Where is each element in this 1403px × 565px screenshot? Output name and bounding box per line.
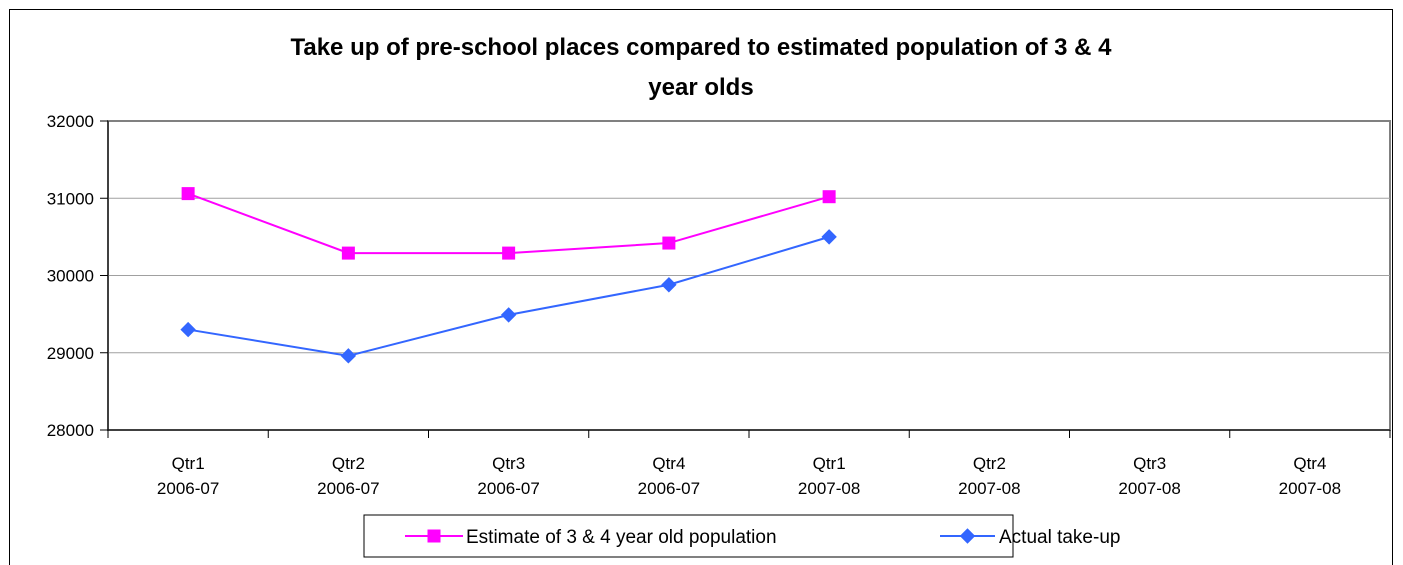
x-axis: Qtr1 2006-07 Qtr2 2006-07 Qtr3 2006-07 Qtr4 200…: [107, 430, 1391, 498]
legend-label: Estimate of 3 & 4 year old population: [466, 527, 777, 548]
chart-title-line-2: year olds: [648, 74, 753, 101]
x-tick-label-quarter: Qtr1: [172, 454, 205, 473]
x-tick-label-quarter: Qtr3: [492, 454, 525, 473]
data-point-square: [662, 236, 676, 250]
x-tick-label-quarter: Qtr2: [332, 454, 365, 473]
series-square: [181, 187, 836, 260]
x-tick-label-year: 2006-07: [317, 479, 379, 498]
x-tick-label-year: 2007-08: [958, 479, 1020, 498]
x-tick-label-year: 2007-08: [798, 479, 860, 498]
legend-label: Actual take-up: [999, 527, 1120, 548]
x-tick-label-quarter: Qtr3: [1133, 454, 1166, 473]
data-point-square: [181, 187, 195, 201]
data-point-square: [341, 246, 355, 260]
data-point-diamond: [340, 348, 357, 364]
x-tick-label-year: 2007-08: [1118, 479, 1180, 498]
y-tick-label: 29000: [47, 344, 94, 363]
data-point-diamond: [821, 229, 837, 245]
legend-entry: Actual take-up: [940, 527, 1120, 548]
y-tick-label: 28000: [47, 421, 94, 440]
y-axis: 28000 29000 30000 31000 32000: [47, 112, 108, 440]
y-tick-label: 30000: [47, 267, 94, 286]
legend: Estimate of 3 & 4 year old population Act…: [363, 514, 1120, 558]
x-tick-label-quarter: Qtr4: [652, 454, 685, 473]
x-tick-label-year: 2006-07: [477, 479, 539, 498]
series-diamond: [180, 229, 837, 364]
data-point-diamond: [959, 528, 976, 544]
x-tick-label-year: 2006-07: [157, 479, 219, 498]
x-tick-label-quarter: Qtr2: [973, 454, 1006, 473]
series-layer: [180, 187, 837, 364]
data-point-diamond: [180, 321, 196, 338]
data-point-diamond: [500, 307, 517, 323]
gridlines: [108, 197, 1390, 354]
chart-title-line-1: Take up of pre-school places compared to…: [290, 34, 1112, 61]
x-tick-label-year: 2007-08: [1279, 479, 1341, 498]
data-point-square: [502, 246, 516, 260]
x-tick-label-quarter: Qtr4: [1293, 454, 1326, 473]
x-tick-label-quarter: Qtr1: [813, 454, 846, 473]
data-point-square: [822, 190, 836, 204]
x-tick-label-year: 2006-07: [638, 479, 700, 498]
data-point-square: [427, 529, 441, 543]
data-point-diamond: [661, 277, 677, 293]
y-tick-label: 32000: [47, 112, 94, 131]
legend-entry: Estimate of 3 & 4 year old population: [405, 527, 777, 548]
legend-box: [363, 514, 1014, 558]
y-tick-label: 31000: [47, 189, 94, 208]
